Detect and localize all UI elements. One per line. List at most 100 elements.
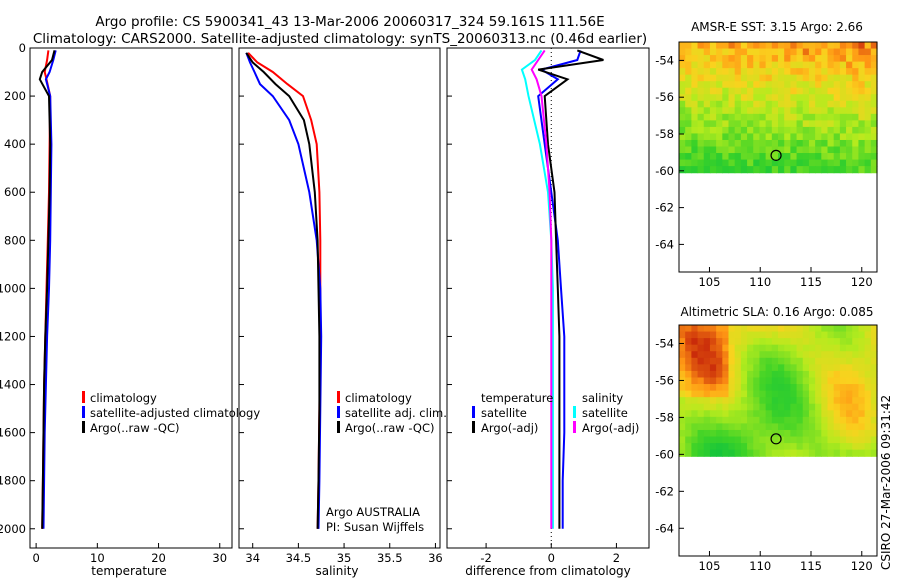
heatmap-cell <box>852 357 860 365</box>
heatmap-cell <box>747 94 754 102</box>
heatmap-cell <box>747 436 754 444</box>
heatmap-cell <box>852 384 860 392</box>
heatmap-cell <box>728 74 736 82</box>
heatmap-cell <box>870 107 878 115</box>
heatmap-cell <box>778 449 785 457</box>
heatmap-cell <box>765 416 773 425</box>
heatmap-cell <box>815 377 822 385</box>
heatmap-cell <box>815 159 822 167</box>
heatmap-cell <box>796 166 804 174</box>
heatmap-cell <box>802 364 810 372</box>
heatmap-cell <box>839 61 847 69</box>
sst-map-ticks: -54 -56 -58 -60 -62 -64 105 110 115 120 <box>655 53 873 289</box>
heatmap-cell <box>703 429 711 438</box>
heatmap-cell <box>771 113 779 121</box>
heatmap-cell <box>728 397 736 405</box>
heatmap-cell <box>870 331 878 339</box>
heatmap-cell <box>697 410 705 418</box>
heatmap-cell <box>796 42 804 50</box>
heatmap-cell <box>679 48 686 56</box>
heatmap-cell <box>827 113 835 121</box>
heatmap-cell <box>870 384 878 392</box>
heatmap-cell <box>703 153 711 161</box>
heatmap-cell <box>691 133 699 141</box>
heatmap-cell <box>802 139 810 148</box>
lat-tick-label: -58 <box>655 410 674 424</box>
heatmap-cell <box>852 436 860 444</box>
heatmap-cell <box>759 113 767 121</box>
heatmap-cell <box>790 370 798 379</box>
heatmap-cell <box>685 351 692 359</box>
heatmap-cell <box>740 357 748 365</box>
lat-tick-label: -60 <box>655 164 674 178</box>
heatmap-cell <box>790 377 798 385</box>
heatmap-cell <box>870 338 878 346</box>
heatmap-cell <box>821 42 829 50</box>
heatmap-cell <box>802 429 810 438</box>
heatmap-cell <box>716 377 723 385</box>
heatmap-cell <box>734 146 742 154</box>
heatmap-cell <box>709 55 717 63</box>
heatmap-cell <box>839 48 847 56</box>
legend-label-satellite-adjusted: satellite-adjusted climatology <box>90 406 260 420</box>
heatmap-cell <box>734 377 742 385</box>
heatmap-cell <box>796 74 804 82</box>
heatmap-cell <box>808 61 816 69</box>
heatmap-cell <box>827 344 835 352</box>
heatmap-cell <box>784 449 791 457</box>
heatmap-cell <box>784 390 791 398</box>
legend-title-salinity: salinity <box>582 391 623 405</box>
lat-tick-label: -64 <box>655 237 674 251</box>
heatmap-cell <box>759 81 767 89</box>
heatmap-cell <box>870 443 878 451</box>
heatmap-cell <box>734 429 742 438</box>
heatmap-cell <box>821 48 829 56</box>
x-tick-label: 30 <box>212 551 227 565</box>
heatmap-cell <box>821 113 829 121</box>
series-line <box>245 52 323 529</box>
salinity-legend: climatology satellite adj. clim. Argo(..… <box>326 391 447 534</box>
x-tick-label: 20 <box>151 551 166 565</box>
heatmap-cell <box>740 61 748 69</box>
heatmap-cell <box>858 166 866 174</box>
heatmap-cell <box>679 126 686 135</box>
heatmap-cell <box>827 120 835 128</box>
heatmap-cell <box>864 113 872 121</box>
heatmap-cell <box>821 429 829 438</box>
heatmap-cell <box>716 351 723 359</box>
heatmap-cell <box>740 120 748 128</box>
heatmap-cell <box>716 416 723 425</box>
heatmap-cell <box>839 377 847 385</box>
heatmap-cell <box>771 153 779 161</box>
heatmap-cell <box>685 364 692 372</box>
x-tick-label: 10 <box>90 551 105 565</box>
heatmap-cell <box>728 113 736 121</box>
heatmap-cell <box>722 159 730 167</box>
heatmap-cell <box>716 61 723 69</box>
heatmap-cell <box>821 120 829 128</box>
heatmap-cell <box>821 449 829 457</box>
depth-tick-label: 400 <box>4 137 26 151</box>
heatmap-cell <box>679 364 686 372</box>
heatmap-cell <box>703 338 711 346</box>
heatmap-cell <box>759 126 767 135</box>
heatmap-cell <box>839 403 847 411</box>
heatmap-cell <box>716 423 723 431</box>
heatmap-cell <box>709 384 717 392</box>
heatmap-cell <box>839 384 847 392</box>
heatmap-cell <box>802 377 810 385</box>
heatmap-cell <box>858 403 866 411</box>
heatmap-cell <box>709 146 717 154</box>
heatmap-cell <box>691 113 699 121</box>
heatmap-cell <box>858 429 866 438</box>
heatmap-cell <box>846 100 853 108</box>
heatmap-cell <box>778 166 785 174</box>
heatmap-cell <box>722 126 730 135</box>
heatmap-cell <box>808 410 816 418</box>
heatmap-cell <box>790 429 798 438</box>
heatmap-cell <box>858 325 866 333</box>
heatmap-cell <box>808 94 816 102</box>
heatmap-cell <box>679 325 686 333</box>
heatmap-cell <box>753 100 761 108</box>
heatmap-cell <box>747 364 754 372</box>
